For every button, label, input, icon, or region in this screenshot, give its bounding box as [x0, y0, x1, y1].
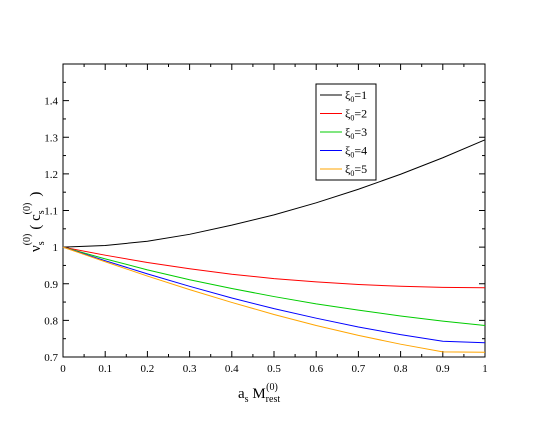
axis-ticks: 0 0.1 0.2 0.3 0.4 0.5 0.6 0.7 0.8 0.9 1 0.7 0.8 0.9 1 1… — [44, 64, 488, 375]
y-tick-label: 1.2 — [44, 169, 58, 181]
legend-label-sub: 0 — [350, 151, 354, 160]
series-line-3 — [62, 246, 486, 326]
series-lines — [62, 139, 486, 353]
legend-label-symbol: ξ — [345, 162, 351, 176]
x-tick-label: 0.3 — [183, 363, 197, 375]
legend-label-symbol: ξ — [345, 88, 351, 102]
x-tick-label: 0.9 — [436, 363, 450, 375]
x-axis-label-sub2: rest — [266, 394, 281, 405]
x-tick-label: 0.2 — [141, 363, 155, 375]
x-axis-label-base: a — [238, 386, 245, 402]
legend-label-sub: 0 — [350, 132, 354, 141]
legend-label-value: =1 — [354, 88, 367, 102]
x-tick-label: 1 — [482, 363, 488, 375]
legend-label-value: =3 — [354, 125, 367, 139]
legend-label-sub: 0 — [350, 169, 354, 178]
y-tick-label: 1.3 — [44, 132, 58, 144]
legend-label-3: ξ0=3 — [345, 125, 367, 141]
x-axis-label: as Mrest(0) — [238, 382, 280, 405]
series-line-2 — [62, 246, 486, 289]
y-axis-label-sup1: (0) — [22, 234, 33, 246]
series-line-5 — [62, 246, 486, 353]
x-tick-label: 0 — [60, 363, 66, 375]
series-line-1 — [62, 139, 486, 248]
legend-label-5: ξ0=5 — [345, 162, 367, 178]
x-tick-label: 0.8 — [394, 363, 408, 375]
plot-frame — [62, 63, 486, 358]
y-axis-label-base: ν — [28, 245, 44, 252]
legend-label-symbol: ξ — [345, 144, 351, 158]
y-axis-label-sub2: s — [36, 210, 47, 214]
x-tick-label: 0.6 — [309, 363, 323, 375]
legend-label-symbol: ξ — [345, 125, 351, 139]
y-axis-label-open: ( c — [28, 214, 44, 230]
series-line-4 — [62, 246, 486, 344]
legend-label-1: ξ0=1 — [345, 88, 367, 104]
y-tick-label: 0.7 — [44, 352, 58, 364]
y-axis-label: νs(0)( cs(0)) — [22, 192, 47, 252]
x-tick-label: 0.5 — [267, 363, 281, 375]
legend-label-sub: 0 — [350, 114, 354, 123]
y-tick-label: 0.9 — [44, 279, 58, 291]
legend-label-value: =4 — [354, 144, 367, 158]
y-tick-label: 0.8 — [44, 315, 58, 327]
y-tick-label: 1.4 — [44, 96, 58, 108]
x-axis-label-sup: (0) — [266, 382, 278, 393]
legend: ξ0=1ξ0=2ξ0=3ξ0=4ξ0=5 — [315, 83, 377, 181]
x-tick-label: 0.4 — [225, 363, 239, 375]
y-tick-label: 1.1 — [44, 206, 58, 218]
legend-label-sub: 0 — [350, 95, 354, 104]
y-axis-label-sub1: s — [36, 241, 47, 245]
y-tick-label: 1 — [53, 242, 59, 254]
legend-label-4: ξ0=4 — [345, 144, 367, 160]
legend-label-symbol: ξ — [345, 107, 351, 121]
legend-label-value: =2 — [354, 107, 367, 121]
x-axis-label-mid: M — [249, 386, 266, 402]
legend-label-value: =5 — [354, 162, 367, 176]
y-axis-label-close: ) — [28, 192, 44, 197]
x-tick-label: 0.7 — [352, 363, 366, 375]
x-axis-label-sub1: s — [245, 394, 249, 405]
legend-label-2: ξ0=2 — [345, 107, 367, 123]
x-tick-label: 0.1 — [98, 363, 112, 375]
y-axis-label-sup2: (0) — [22, 203, 33, 215]
